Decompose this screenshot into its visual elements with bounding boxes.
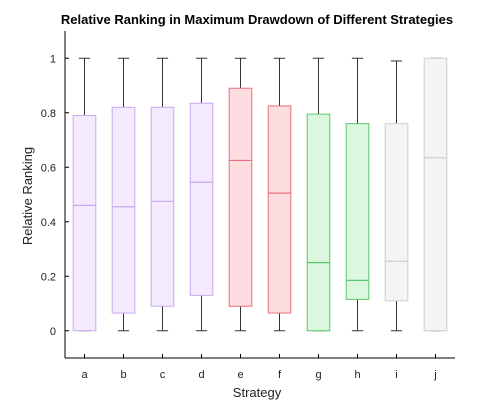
x-axis-label: Strategy bbox=[233, 385, 282, 400]
x-tick-label: d bbox=[198, 369, 204, 381]
x-tick-label: j bbox=[433, 369, 436, 381]
x-tick-label: f bbox=[278, 369, 282, 381]
y-tick-label: 1 bbox=[50, 53, 56, 65]
box-i bbox=[384, 123, 409, 302]
x-tick-label: e bbox=[237, 369, 243, 381]
box-h bbox=[345, 123, 370, 300]
x-tick-label: g bbox=[315, 369, 321, 381]
box-c bbox=[150, 106, 175, 307]
box-b bbox=[111, 106, 136, 314]
y-axis-label: Relative Ranking bbox=[20, 147, 35, 245]
box-j bbox=[423, 57, 448, 332]
box-a bbox=[72, 114, 97, 332]
x-tick-label: i bbox=[395, 369, 397, 381]
y-tick-label: 0.8 bbox=[41, 108, 56, 120]
box-g bbox=[306, 113, 331, 332]
y-tick-label: 0.2 bbox=[41, 271, 56, 283]
box-d bbox=[189, 102, 214, 296]
x-tick-label: a bbox=[81, 369, 88, 381]
y-tick-label: 0 bbox=[50, 326, 56, 338]
box-e bbox=[228, 87, 253, 307]
x-tick-label: b bbox=[120, 369, 126, 381]
chart-title: Relative Ranking in Maximum Drawdown of … bbox=[61, 12, 453, 27]
y-tick-label: 0.4 bbox=[41, 217, 56, 229]
x-tick-label: h bbox=[354, 369, 360, 381]
box-f bbox=[267, 105, 292, 314]
plot-area: 0 0.2 0.4 0.6 0.8 1 a b c d e f g h i j bbox=[41, 31, 455, 381]
y-tick-label: 0.6 bbox=[41, 162, 56, 174]
x-tick-label: c bbox=[160, 369, 166, 381]
